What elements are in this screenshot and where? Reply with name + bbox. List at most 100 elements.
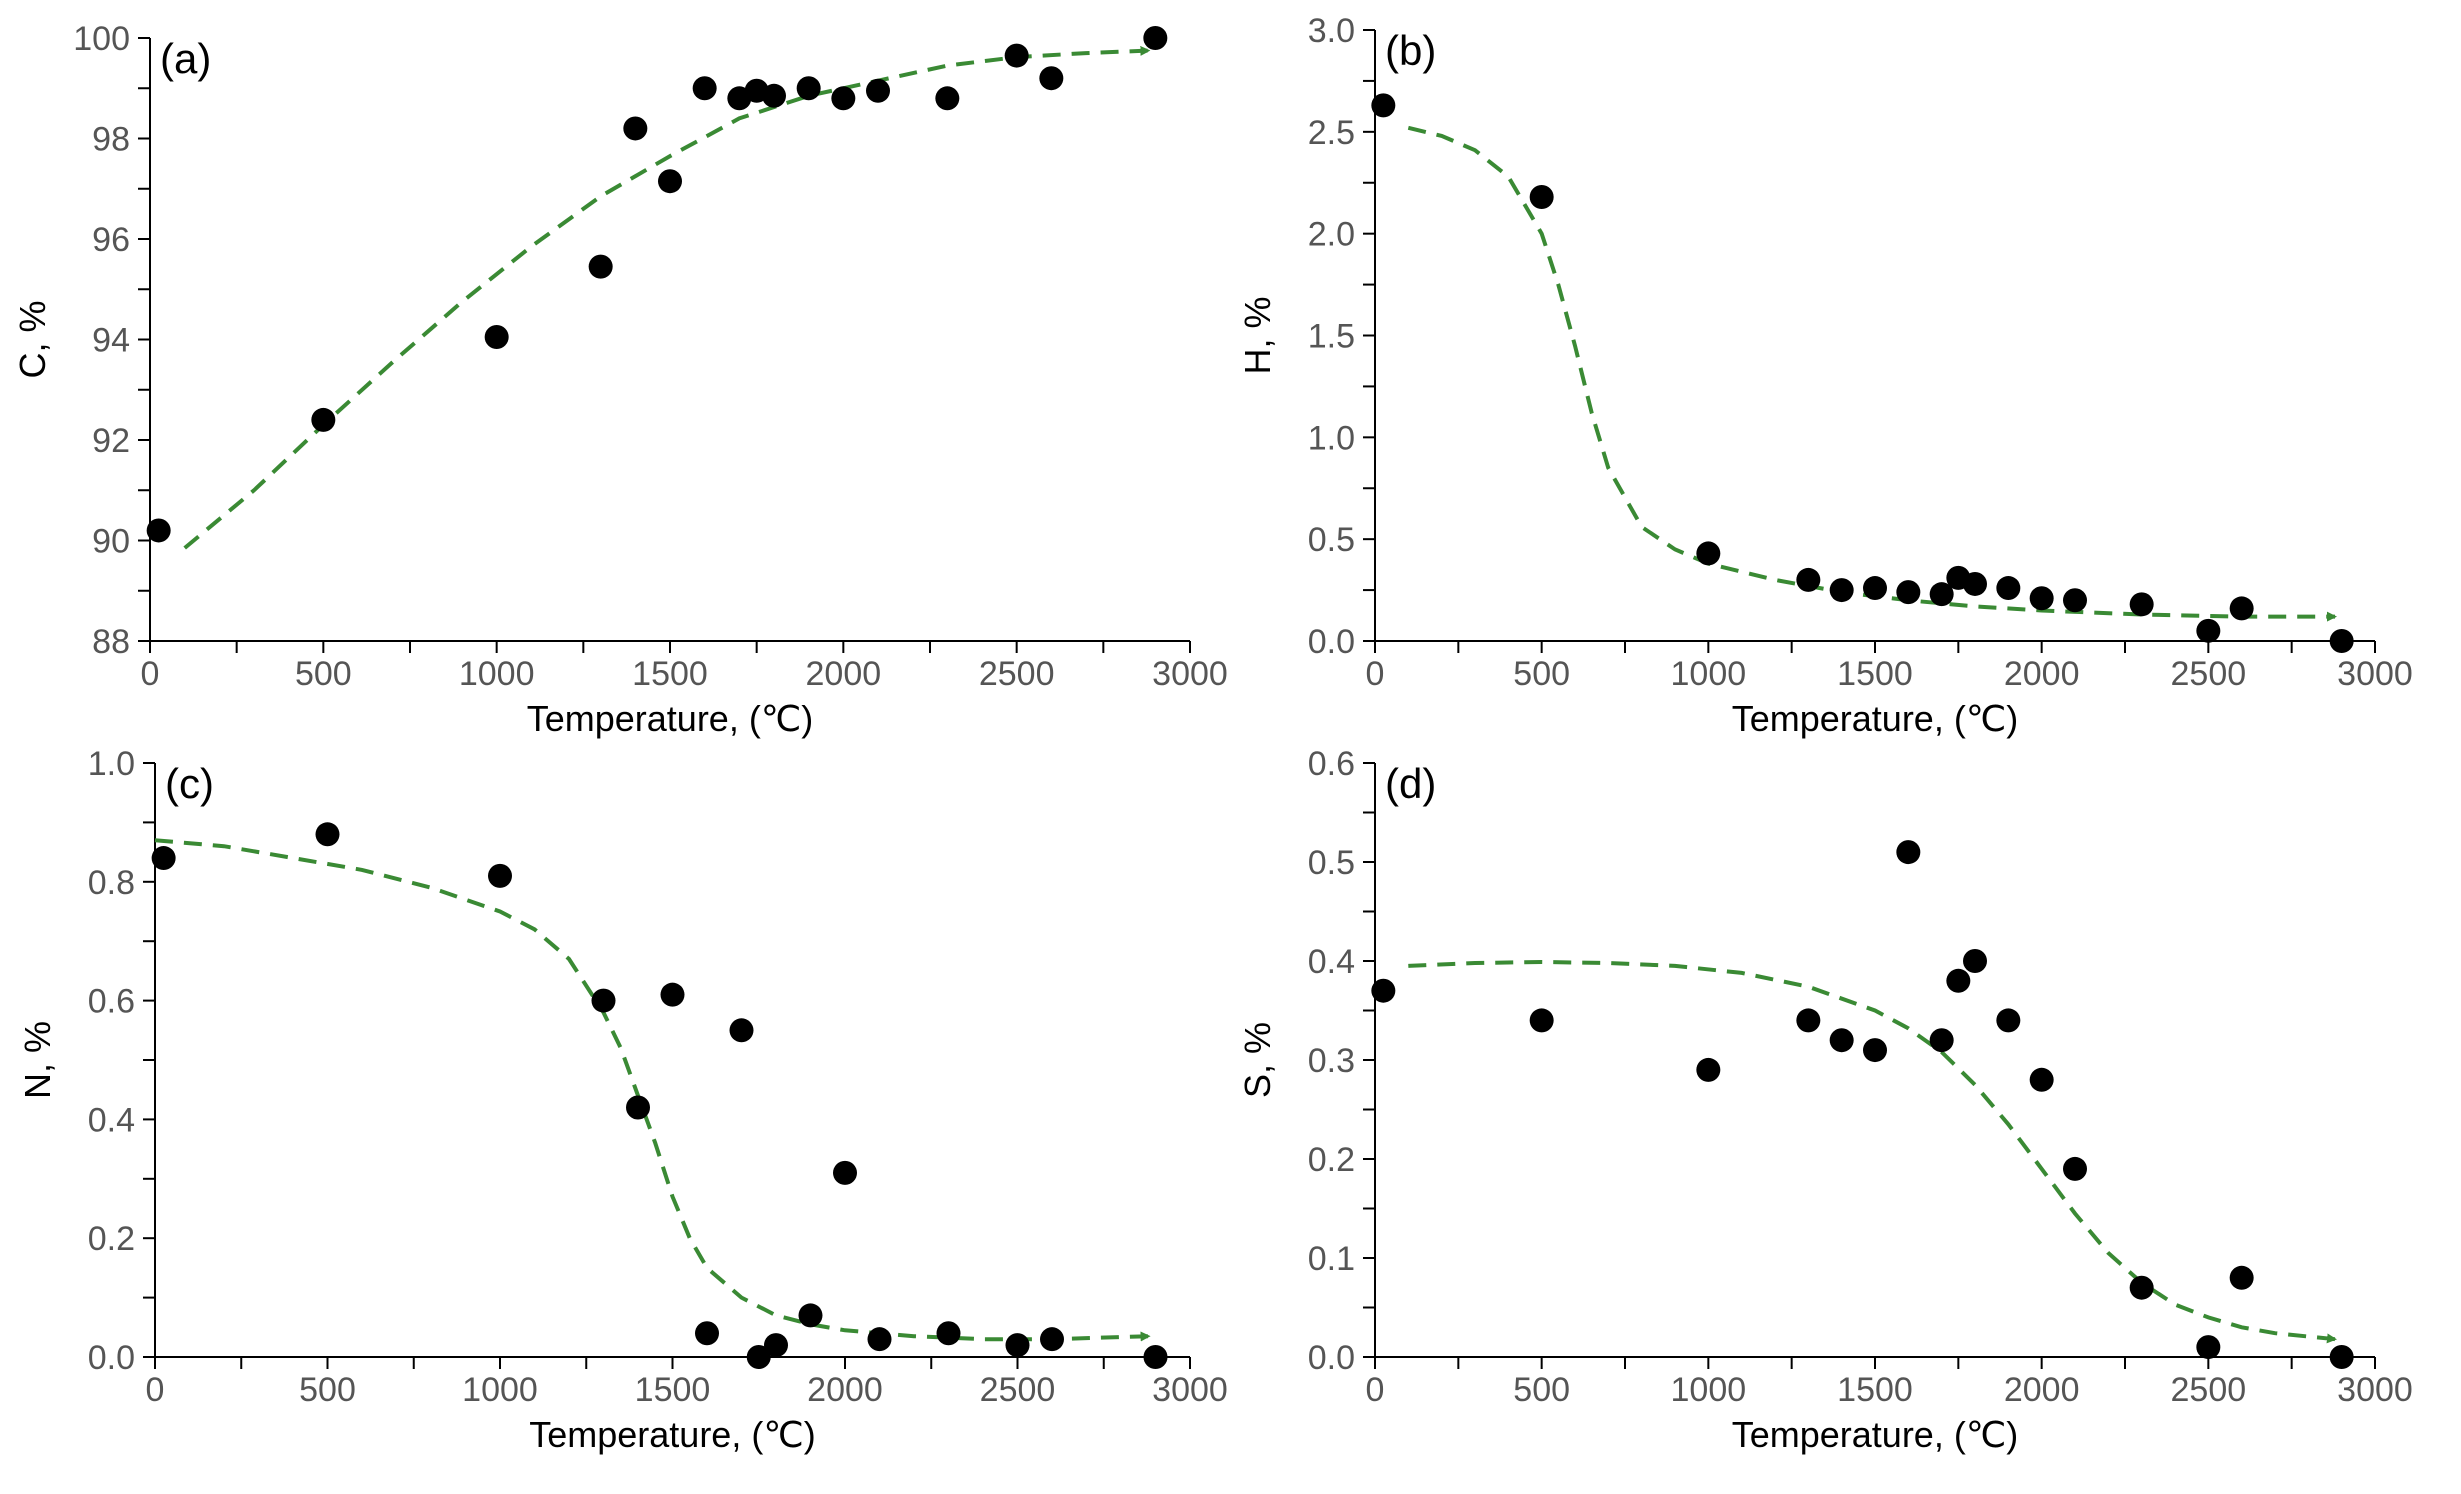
data-point-a: [623, 116, 648, 141]
data-point-b: [1796, 567, 1821, 592]
data-point-d: [1829, 1028, 1854, 1053]
data-point-c: [764, 1333, 788, 1358]
trend-line-a: [183, 45, 1151, 550]
x-tick-label-a: 2000: [806, 655, 882, 693]
y-tick-label-b: 3.0: [1308, 12, 1355, 50]
data-point-a: [588, 254, 613, 279]
x-tick-label-c: 1000: [462, 1371, 538, 1409]
x-axis-title-a: Temperature, (℃): [527, 698, 814, 739]
panel-c: 0 500 1000 1500 2000 2500 3000 0.0 0.2 0.4 0.6 0.8 1…: [17, 745, 1228, 1455]
panel-b: 0 500 1000 1500 2000 2500 3000 0.0 0.5 1.0 1.5 2.0 2…: [1237, 12, 2413, 739]
x-tick-label-c: 3000: [1152, 1371, 1228, 1409]
panel-label-b: (b): [1385, 27, 1436, 74]
y-tick-label-d: 0.2: [1308, 1141, 1355, 1179]
data-point-c: [746, 1345, 771, 1369]
x-axis-title-c: Temperature, (℃): [529, 1414, 816, 1455]
x-tick-label-a: 3000: [1152, 655, 1228, 693]
x-tick-label-d: 500: [1513, 1371, 1570, 1409]
data-point-a: [796, 76, 821, 101]
data-point-c: [151, 846, 176, 871]
data-point-c: [936, 1321, 961, 1346]
x-tick-label-a: 0: [141, 655, 160, 693]
y-axis-title-b: H, %: [1237, 296, 1278, 374]
data-point-d: [2063, 1156, 2087, 1181]
y-tick-label-c: 1.0: [88, 745, 135, 783]
data-point-a: [866, 78, 890, 103]
x-tick-label-a: 2500: [979, 655, 1055, 693]
data-point-c: [591, 988, 616, 1013]
y-tick-label-d: 0.5: [1308, 844, 1355, 882]
data-point-d: [1529, 1008, 1554, 1033]
data-point-b: [1371, 93, 1396, 118]
y-tick-label-c: 0.2: [88, 1220, 135, 1258]
x-tick-label-c: 0: [146, 1371, 165, 1409]
y-tick-label-b: 0.0: [1308, 623, 1355, 661]
data-point-b: [1829, 578, 1854, 603]
data-point-d: [2229, 1265, 2254, 1290]
y-tick-label-a: 100: [73, 20, 130, 58]
x-tick-label-d: 3000: [2337, 1371, 2413, 1409]
data-point-b: [2063, 588, 2087, 613]
data-point-d: [1896, 840, 1921, 865]
y-tick-label-a: 88: [92, 623, 130, 661]
data-point-c: [695, 1321, 719, 1346]
x-tick-label-c: 2500: [980, 1371, 1056, 1409]
x-tick-label-a: 1500: [632, 655, 708, 693]
data-point-b: [1996, 576, 2021, 601]
x-tick-label-d: 1500: [1837, 1371, 1913, 1409]
data-point-c: [867, 1327, 892, 1352]
data-point-c: [1143, 1345, 1168, 1369]
data-point-a: [1143, 26, 1168, 50]
x-tick-label-b: 1500: [1837, 655, 1913, 693]
data-point-d: [1963, 949, 1987, 973]
y-tick-label-c: 0.6: [88, 983, 135, 1021]
data-point-b: [2129, 592, 2154, 617]
y-tick-label-a: 90: [92, 523, 130, 561]
panel-d: 0 500 1000 1500 2000 2500 3000 0.0 0.1 0.2 0.3 0.4 0…: [1237, 745, 2413, 1455]
y-tick-label-d: 0.4: [1308, 943, 1355, 981]
data-point-c: [1005, 1333, 1030, 1358]
trend-line-b: [1407, 125, 2337, 622]
data-point-b: [1529, 185, 1554, 210]
data-point-d: [1946, 968, 1971, 993]
data-point-a: [831, 86, 856, 111]
data-point-b: [1963, 571, 1987, 596]
x-tick-label-d: 1000: [1671, 1371, 1747, 1409]
y-tick-label-d: 0.3: [1308, 1042, 1355, 1080]
x-tick-label-d: 2000: [2004, 1371, 2080, 1409]
data-point-a: [484, 324, 509, 349]
x-axis-title-d: Temperature, (℃): [1732, 1414, 2019, 1455]
data-point-d: [2029, 1067, 2054, 1092]
panel-label-c: (c): [165, 760, 214, 807]
x-tick-label-d: 0: [1366, 1371, 1385, 1409]
data-point-c: [833, 1160, 857, 1185]
y-tick-label-b: 0.5: [1308, 521, 1355, 559]
data-point-a: [1004, 43, 1029, 68]
x-tick-label-a: 500: [295, 655, 352, 693]
data-point-b: [1929, 582, 1954, 607]
x-tick-label-b: 3000: [2337, 655, 2413, 693]
panel-label-d: (d): [1385, 760, 1436, 807]
x-tick-label-c: 500: [299, 1371, 356, 1409]
data-point-a: [1039, 66, 1064, 91]
data-point-d: [1796, 1008, 1821, 1033]
y-axis-title-a: C, %: [12, 300, 53, 378]
data-point-d: [1929, 1028, 1954, 1053]
x-tick-label-a: 1000: [459, 655, 535, 693]
x-tick-label-b: 2500: [2171, 655, 2247, 693]
data-point-a: [692, 76, 717, 101]
data-point-c: [626, 1095, 650, 1120]
y-tick-label-a: 94: [92, 322, 130, 360]
data-point-c: [729, 1018, 754, 1043]
data-point-a: [762, 83, 786, 108]
trend-line-c: [154, 838, 1151, 1342]
data-point-c: [488, 863, 512, 888]
y-tick-label-c: 0.4: [88, 1101, 135, 1139]
data-point-b: [1896, 580, 1921, 605]
y-tick-label-a: 98: [92, 121, 130, 159]
data-point-d: [1996, 1008, 2021, 1033]
x-tick-label-b: 0: [1366, 655, 1385, 693]
y-tick-label-d: 0.0: [1308, 1339, 1355, 1377]
y-tick-label-b: 1.0: [1308, 419, 1355, 457]
